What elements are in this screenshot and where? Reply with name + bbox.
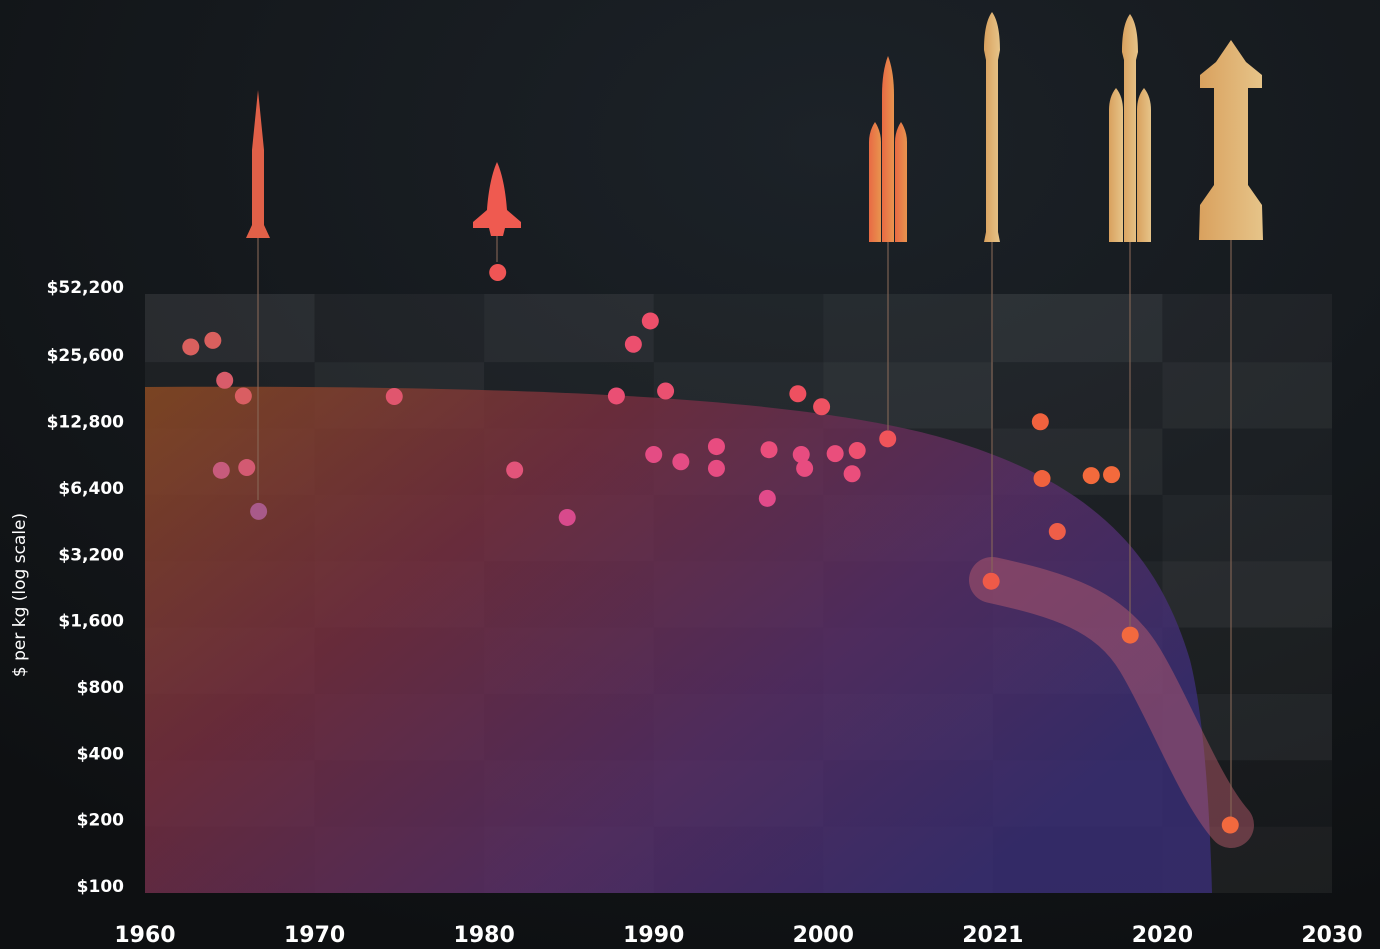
- x-tick-label: 1970: [284, 923, 345, 948]
- y-tick-label: $100: [77, 877, 124, 897]
- y-axis-label: $ per kg (log scale): [10, 513, 30, 677]
- y-tick-label: $800: [77, 678, 124, 698]
- data-point: [1031, 413, 1049, 431]
- data-point: [826, 445, 844, 463]
- data-point: [672, 453, 690, 471]
- trend-highlight: [969, 557, 1254, 848]
- trend-area: [145, 386, 1212, 893]
- data-point: [641, 312, 659, 330]
- grid-cell: [1162, 429, 1332, 495]
- data-point: [848, 441, 866, 459]
- grid-cell: [823, 294, 993, 363]
- data-point: [758, 489, 776, 507]
- rocket-saturn: [246, 90, 270, 238]
- rocket-falcon-heavy: [1109, 14, 1151, 242]
- grid-cell: [992, 362, 1163, 429]
- data-point: [216, 371, 234, 389]
- rocket-heavy: [869, 56, 907, 242]
- y-tick-label: $52,200: [47, 278, 125, 298]
- y-tick-label: $200: [77, 811, 124, 831]
- data-point: [1048, 523, 1066, 541]
- data-point: [792, 445, 810, 463]
- y-tick-label: $3,200: [58, 545, 124, 565]
- data-point: [607, 387, 625, 405]
- data-point: [1221, 816, 1239, 834]
- data-point: [624, 335, 642, 353]
- data-point: [657, 382, 675, 400]
- data-point: [1082, 467, 1100, 485]
- data-point: [760, 441, 778, 459]
- grid-cell: [484, 294, 654, 363]
- data-point: [234, 387, 252, 405]
- data-point: [1121, 626, 1139, 644]
- data-point: [250, 502, 268, 520]
- rocket-falcon9: [984, 12, 1000, 242]
- data-point: [489, 263, 507, 281]
- data-point: [813, 398, 831, 416]
- data-point: [707, 459, 725, 477]
- data-point: [1033, 470, 1051, 488]
- grid-cell: [314, 294, 485, 363]
- grid-cell: [1162, 362, 1332, 429]
- grid-cell: [1162, 494, 1332, 562]
- grid-cell: [992, 294, 1163, 363]
- data-point: [558, 508, 576, 526]
- grid-cell: [1162, 561, 1332, 628]
- data-point: [1103, 466, 1121, 484]
- x-tick-label: 1990: [623, 923, 684, 948]
- data-point: [204, 331, 222, 349]
- data-point: [182, 338, 200, 356]
- data-point: [879, 430, 897, 448]
- data-point: [789, 385, 807, 403]
- rocket-shuttle: [473, 162, 521, 236]
- grid-cell: [654, 294, 824, 362]
- y-tick-label: $1,600: [58, 612, 124, 632]
- grid-cell: [1162, 294, 1332, 363]
- data-point: [506, 461, 524, 479]
- data-point: [645, 445, 663, 463]
- data-point: [982, 572, 1000, 590]
- grid-cell: [823, 362, 993, 429]
- data-point: [707, 438, 725, 456]
- x-tick-label: 1980: [454, 923, 515, 948]
- x-tick-label: 2021: [962, 923, 1023, 948]
- x-tick-label: 2030: [1301, 923, 1362, 948]
- data-point: [212, 461, 230, 479]
- y-tick-label: $400: [77, 744, 124, 764]
- x-tick-label: 1960: [114, 923, 175, 948]
- y-tick-label: $6,400: [58, 479, 124, 499]
- rocket-starship: [1199, 40, 1263, 240]
- x-tick-label: 2020: [1132, 923, 1193, 948]
- grid-cell: [145, 294, 315, 363]
- data-point: [238, 459, 256, 477]
- y-tick-label: $25,600: [47, 346, 125, 366]
- y-tick-label: $12,800: [47, 413, 125, 433]
- data-point: [843, 465, 861, 483]
- data-point: [385, 388, 403, 406]
- x-tick-label: 2000: [793, 923, 854, 948]
- data-point: [796, 459, 814, 477]
- rockets: [246, 12, 1263, 242]
- stems: [257, 235, 1232, 817]
